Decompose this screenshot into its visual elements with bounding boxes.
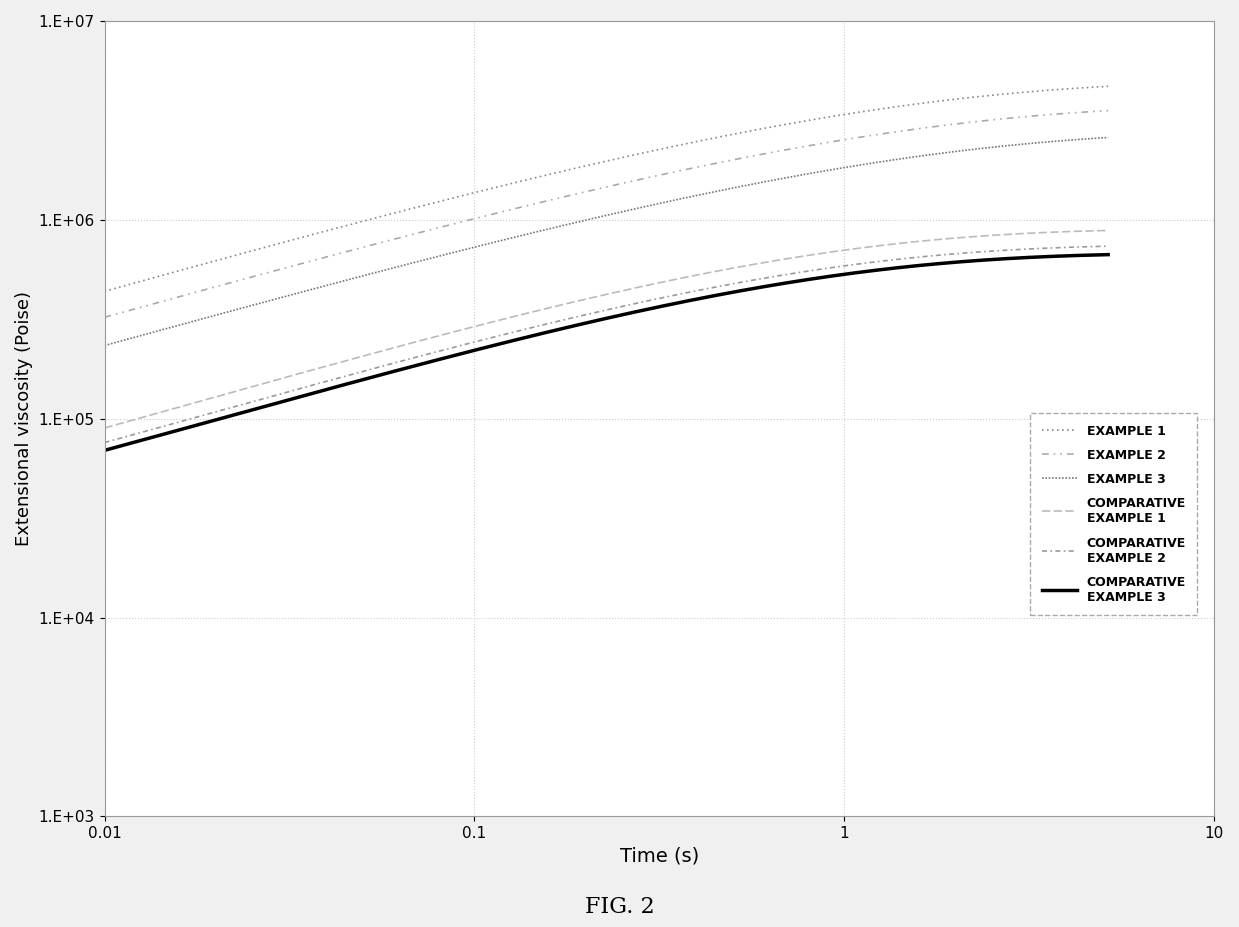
COMPARATIVE
EXAMPLE 1 [1078,225,1093,236]
COMPARATIVE
EXAMPLE 2 [437,344,452,355]
EXAMPLE 2 [821,137,836,148]
EXAMPLE 1 [1078,83,1093,94]
COMPARATIVE
EXAMPLE 1 [164,404,178,415]
EXAMPLE 3 [1100,132,1115,143]
COMPARATIVE
EXAMPLE 1 [97,423,112,434]
COMPARATIVE
EXAMPLE 3 [950,257,965,268]
EXAMPLE 2 [1078,107,1093,118]
EXAMPLE 3 [821,165,836,176]
COMPARATIVE
EXAMPLE 3 [821,271,836,282]
EXAMPLE 2 [437,221,452,232]
Legend: EXAMPLE 1, EXAMPLE 2, EXAMPLE 3, COMPARATIVE
EXAMPLE 1, COMPARATIVE
EXAMPLE 2, C: EXAMPLE 1, EXAMPLE 2, EXAMPLE 3, COMPARA… [1031,413,1197,615]
COMPARATIVE
EXAMPLE 2 [164,419,178,430]
COMPARATIVE
EXAMPLE 3 [1100,249,1115,260]
COMPARATIVE
EXAMPLE 1 [1100,225,1115,236]
Line: EXAMPLE 3: EXAMPLE 3 [104,137,1108,346]
EXAMPLE 3 [463,243,478,254]
EXAMPLE 1 [950,94,965,105]
EXAMPLE 3 [1078,133,1093,145]
COMPARATIVE
EXAMPLE 3 [437,352,452,363]
COMPARATIVE
EXAMPLE 1 [437,328,452,339]
EXAMPLE 3 [437,249,452,260]
X-axis label: Time (s): Time (s) [620,846,699,866]
COMPARATIVE
EXAMPLE 1 [821,247,836,258]
EXAMPLE 2 [950,118,965,129]
EXAMPLE 2 [97,311,112,323]
COMPARATIVE
EXAMPLE 3 [1078,249,1093,260]
Line: COMPARATIVE
EXAMPLE 2: COMPARATIVE EXAMPLE 2 [104,247,1108,442]
COMPARATIVE
EXAMPLE 2 [821,262,836,273]
COMPARATIVE
EXAMPLE 3 [463,346,478,357]
EXAMPLE 2 [164,294,178,305]
COMPARATIVE
EXAMPLE 2 [463,337,478,349]
Text: FIG. 2: FIG. 2 [585,895,654,918]
COMPARATIVE
EXAMPLE 2 [950,248,965,259]
Line: COMPARATIVE
EXAMPLE 3: COMPARATIVE EXAMPLE 3 [104,255,1108,451]
COMPARATIVE
EXAMPLE 1 [463,322,478,333]
EXAMPLE 1 [1100,81,1115,92]
EXAMPLE 3 [97,340,112,351]
EXAMPLE 3 [164,322,178,333]
COMPARATIVE
EXAMPLE 2 [1100,241,1115,252]
EXAMPLE 2 [463,214,478,225]
EXAMPLE 1 [164,268,178,279]
EXAMPLE 1 [821,111,836,122]
Line: COMPARATIVE
EXAMPLE 1: COMPARATIVE EXAMPLE 1 [104,231,1108,428]
Line: EXAMPLE 2: EXAMPLE 2 [104,110,1108,317]
COMPARATIVE
EXAMPLE 2 [97,437,112,448]
COMPARATIVE
EXAMPLE 3 [97,445,112,456]
EXAMPLE 1 [463,188,478,199]
COMPARATIVE
EXAMPLE 1 [950,233,965,244]
Y-axis label: Extensional viscosity (Poise): Extensional viscosity (Poise) [15,291,33,546]
COMPARATIVE
EXAMPLE 2 [1078,241,1093,252]
EXAMPLE 1 [97,286,112,297]
COMPARATIVE
EXAMPLE 3 [164,426,178,438]
EXAMPLE 1 [437,195,452,206]
EXAMPLE 3 [950,146,965,157]
EXAMPLE 2 [1100,105,1115,116]
Line: EXAMPLE 1: EXAMPLE 1 [104,86,1108,291]
